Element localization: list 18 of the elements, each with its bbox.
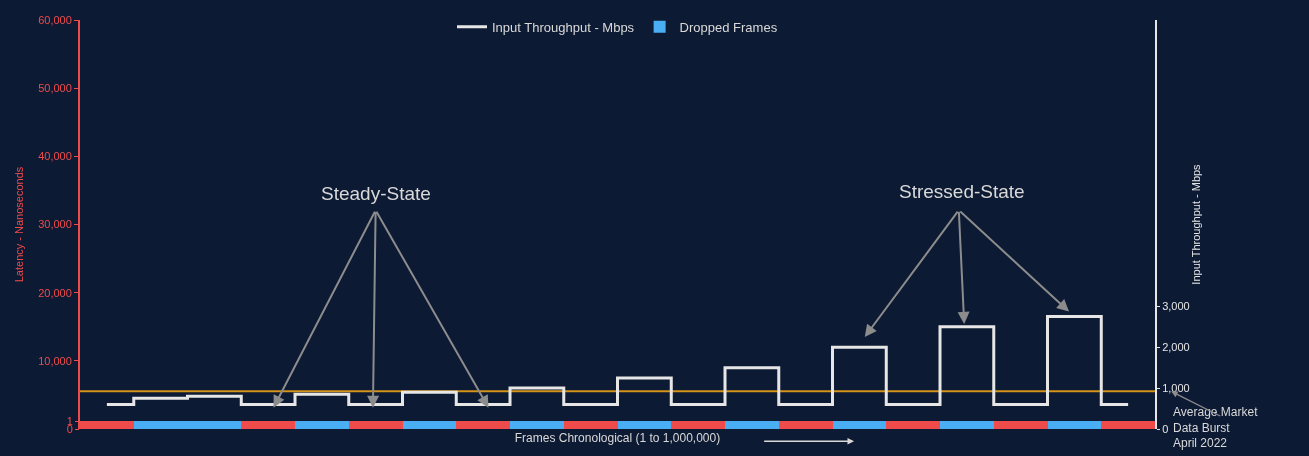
y2-tick-label: 1,000 [1162,381,1190,394]
y-tick-label: 20,000 [38,286,72,299]
legend-label: Input Throughput - Mbps [492,19,635,35]
y-tick-label: 10,000 [38,354,72,367]
y2-tick-label: 3,000 [1162,300,1190,313]
legend-label: Dropped Frames [679,19,778,35]
y-axis-title: Latency - Nanoseconds [13,166,26,283]
y-tick-label: 40,000 [38,150,72,163]
y-tick-label: 50,000 [38,82,72,95]
x-axis-title: Frames Chronological (1 to 1,000,000) [514,430,721,445]
y2-tick-label: 2,000 [1162,341,1190,354]
text: Average Market Data Burst April 2022 [1173,405,1259,451]
y2-axis-title: Input Throughput - Mbps [1190,163,1203,285]
y2-tick-label: 0 [1162,422,1169,435]
y-tick-label: 30,000 [38,218,72,231]
annotation: Stressed-State [899,181,1025,202]
y-tick-label: 60,000 [38,13,72,26]
annotation: Steady-State [321,183,431,204]
